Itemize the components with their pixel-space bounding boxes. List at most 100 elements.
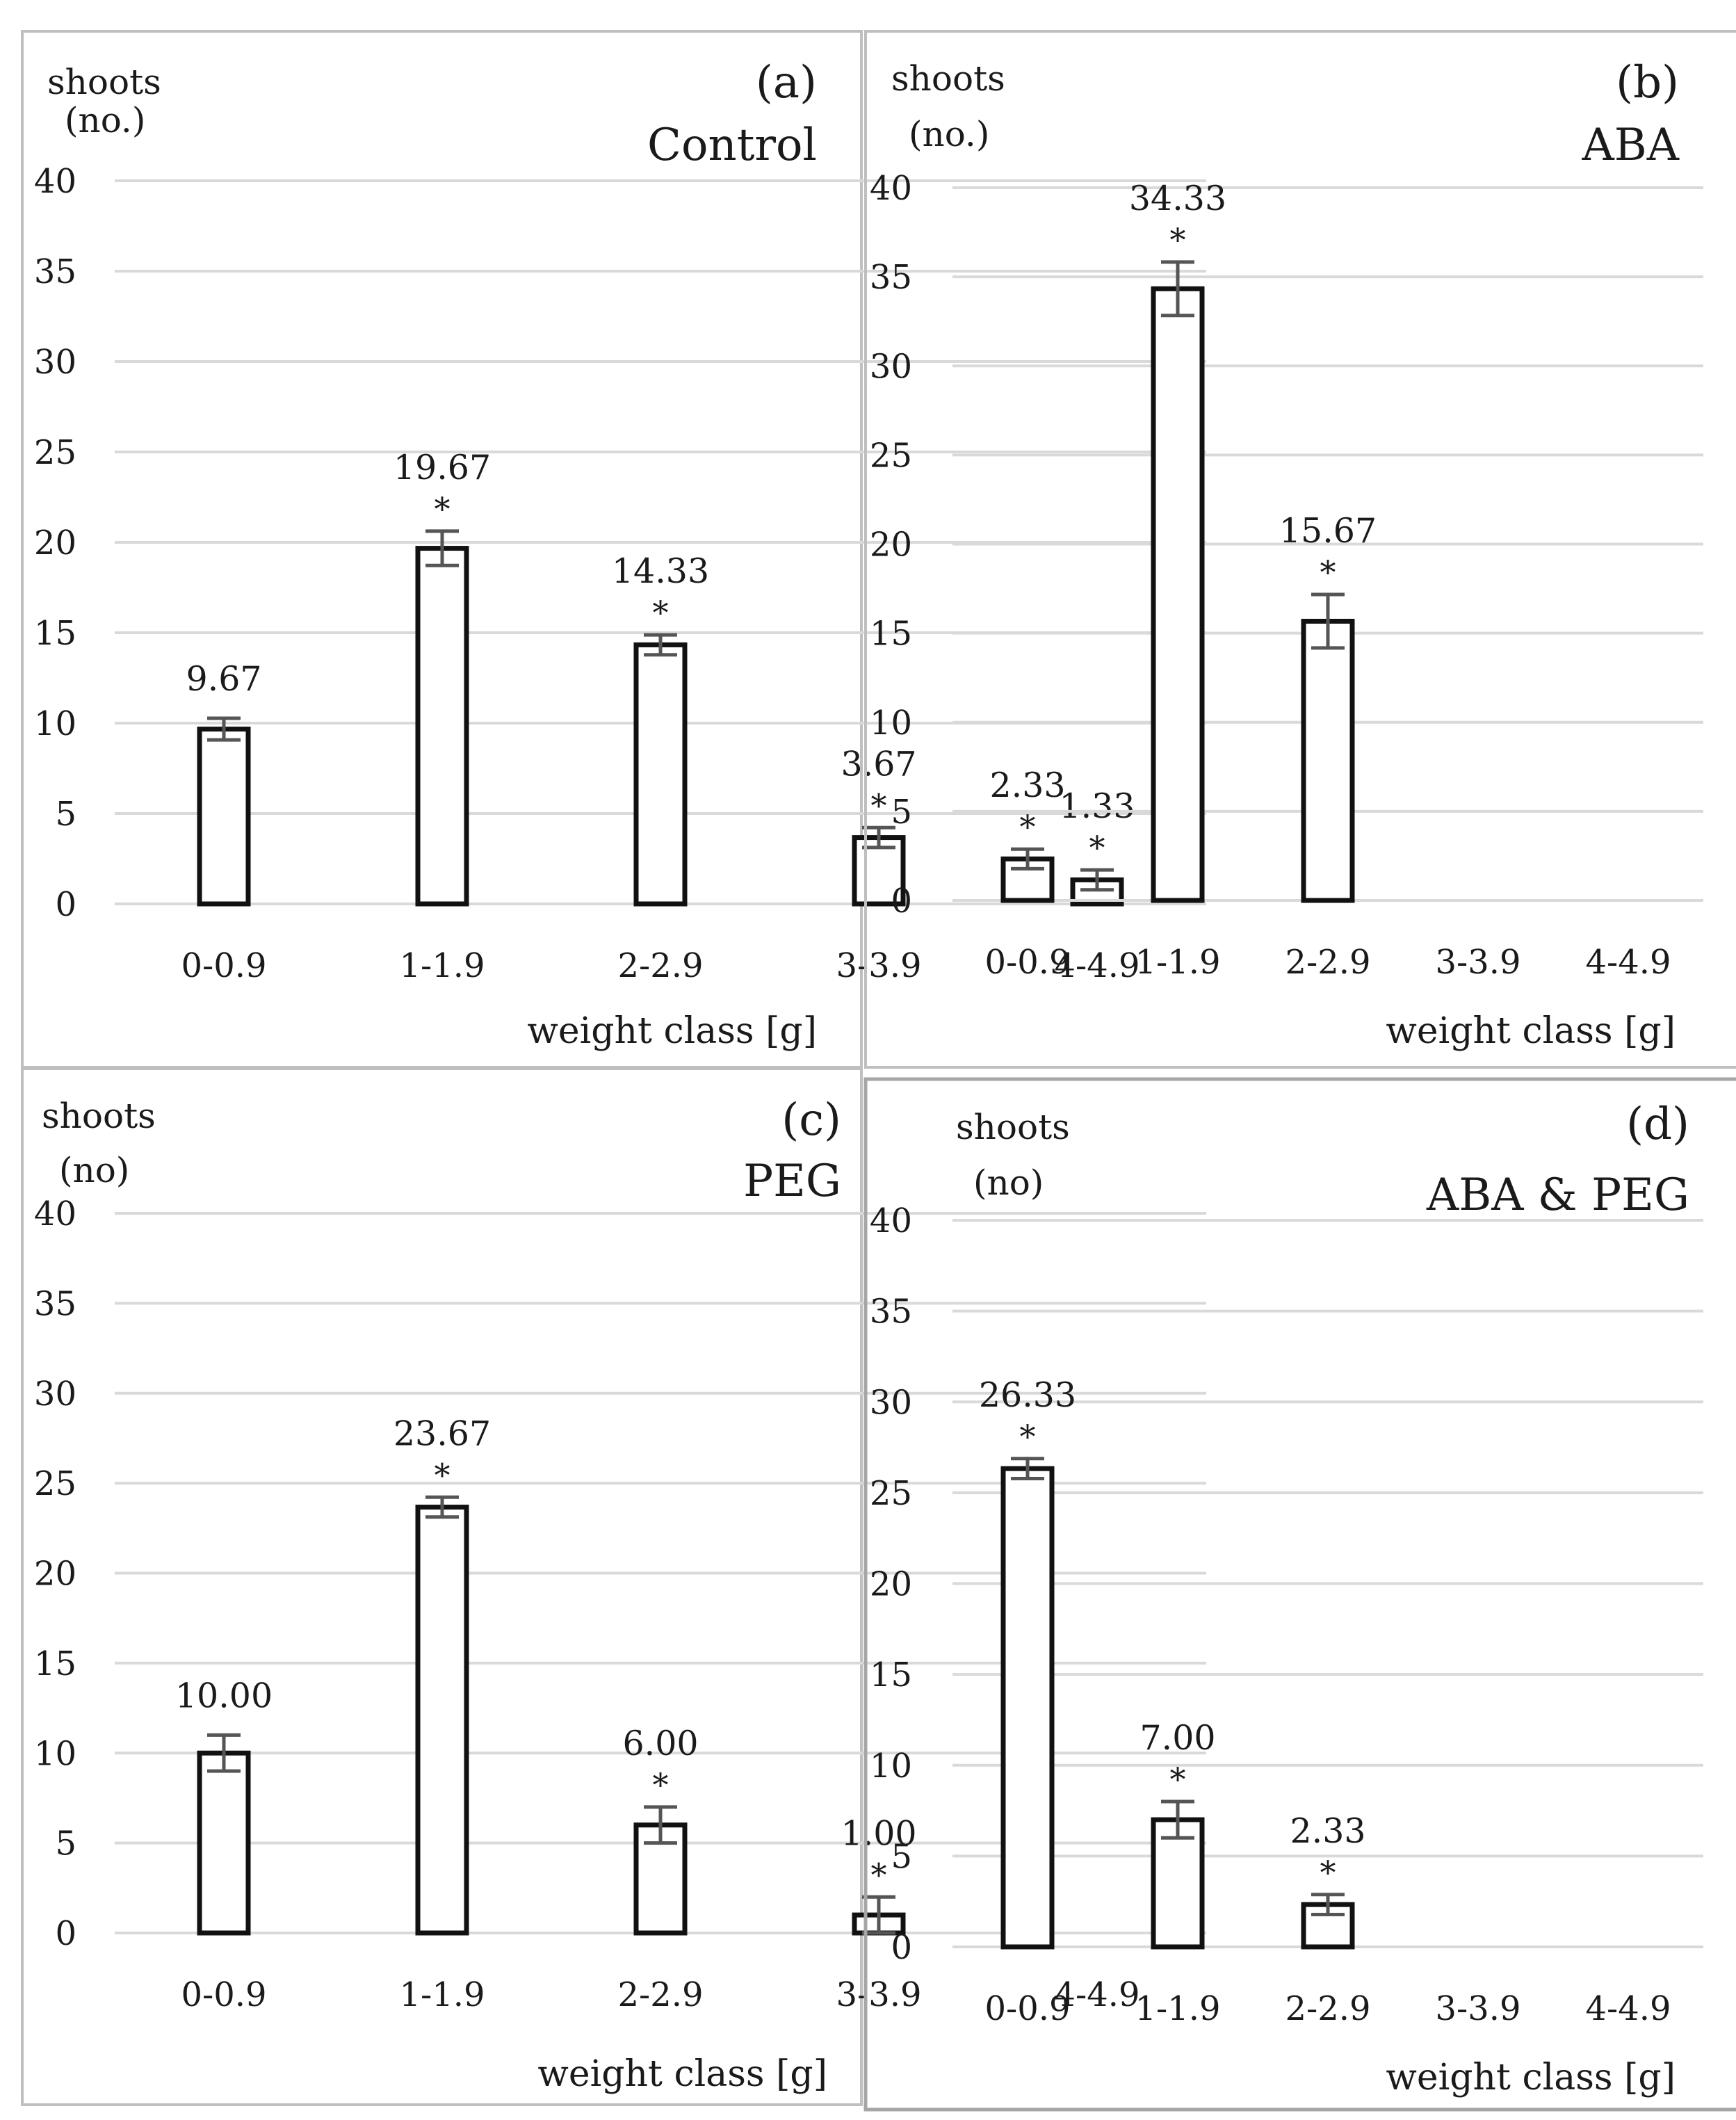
x-tick-label: 0-0.9 [984, 1989, 1070, 2028]
value-label: 23.67 [394, 1414, 491, 1453]
y-tick-label: 25 [34, 1464, 76, 1503]
value-label: 19.67 [394, 448, 491, 487]
y-axis-unit: (no.) [65, 100, 145, 140]
significance-marker: * [653, 594, 669, 631]
panel-letter: (a) [756, 57, 817, 108]
panel-title: ABA & PEG [1426, 1170, 1689, 1221]
value-label: 10.00 [175, 1676, 273, 1715]
y-axis-label: shoots [47, 62, 161, 102]
bar-1-1.9 [415, 546, 469, 907]
y-axis-label: shoots [42, 1096, 156, 1136]
y-tick-label: 40 [34, 1195, 76, 1233]
y-tick-label: 5 [891, 1837, 912, 1876]
y-tick-label: 5 [891, 793, 912, 832]
value-label: 14.33 [612, 551, 709, 591]
significance-marker: * [1320, 553, 1336, 591]
y-tick-label: 0 [891, 1928, 912, 1967]
y-tick-label: 15 [34, 614, 76, 653]
x-tick-label: 2-2.9 [1285, 1989, 1370, 2028]
x-tick-label: 3-3.9 [836, 1975, 921, 2014]
y-tick-label: 5 [55, 795, 76, 834]
bar-2-2.9 [1301, 618, 1355, 903]
x-axis-label: weight class [g] [527, 1010, 817, 1052]
bar-0-0.9 [197, 1750, 251, 1936]
value-label: 2.33 [1290, 1811, 1365, 1851]
y-tick-label: 20 [34, 1555, 76, 1594]
panel-letter: (c) [781, 1094, 841, 1146]
y-tick-label: 15 [870, 1656, 912, 1694]
y-tick-label: 40 [870, 169, 912, 208]
panel-letter: (b) [1616, 57, 1679, 108]
bar-1-1.9 [415, 1505, 469, 1936]
significance-marker: * [1020, 1418, 1036, 1455]
value-label: 7.00 [1139, 1718, 1215, 1758]
y-tick-label: 25 [870, 436, 912, 475]
value-label: 2.33 [989, 766, 1065, 805]
significance-marker: * [871, 786, 887, 824]
x-tick-label: 3-3.9 [836, 946, 921, 985]
y-axis-label: shoots [956, 1107, 1070, 1147]
x-tick-label: 4-4.9 [1585, 943, 1671, 982]
value-label: 15.67 [1279, 511, 1377, 551]
value-label: 26.33 [979, 1375, 1076, 1415]
bar-2-2.9 [633, 642, 688, 907]
y-axis-unit: (no) [973, 1163, 1044, 1203]
chart-panel-1: 0510152025303540shoots(no.)(a)Control9.6… [21, 30, 1206, 1069]
bar-0-0.9 [1000, 1466, 1055, 1950]
value-label: 9.67 [186, 659, 261, 699]
y-tick-label: 30 [34, 1375, 76, 1414]
y-tick-label: 0 [55, 1914, 76, 1953]
x-tick-label: 0-0.9 [984, 943, 1070, 982]
y-axis-unit: (no.) [909, 114, 989, 154]
x-tick-label: 3-3.9 [1435, 943, 1520, 982]
y-tick-label: 40 [34, 162, 76, 201]
y-tick-label: 15 [34, 1644, 76, 1683]
y-tick-label: 10 [870, 1747, 912, 1786]
x-tick-label: 1-1.9 [399, 1975, 485, 2014]
value-label: 34.33 [1129, 179, 1226, 218]
x-tick-label: 2-2.9 [1285, 943, 1370, 982]
y-tick-label: 30 [34, 343, 76, 382]
significance-marker: * [1089, 829, 1105, 866]
value-label: 1.00 [841, 1813, 916, 1853]
bar-1-1.9 [1151, 1817, 1205, 1950]
x-tick-label: 1-1.9 [399, 946, 485, 985]
value-label: 3.67 [841, 744, 916, 784]
chart-panel-2: 0510152025303540shoots(no.)(b)ABA*2.330-… [864, 30, 1736, 1069]
significance-marker: * [435, 1456, 451, 1494]
y-tick-label: 20 [870, 1565, 912, 1604]
y-tick-label: 10 [870, 704, 912, 743]
y-tick-label: 10 [34, 704, 76, 743]
significance-marker: * [871, 1856, 887, 1893]
x-tick-label: 2-2.9 [617, 946, 703, 985]
y-tick-label: 35 [870, 258, 912, 297]
panel-frame [863, 1077, 1736, 2112]
x-tick-label: 0-0.9 [181, 1975, 266, 2014]
y-tick-label: 5 [55, 1824, 76, 1863]
significance-marker: * [1170, 221, 1186, 259]
y-axis-unit: (no) [59, 1150, 129, 1190]
x-tick-label: 1-1.9 [1135, 943, 1220, 982]
panel-letter: (d) [1626, 1099, 1689, 1150]
y-tick-label: 10 [34, 1734, 76, 1773]
chart-panel-3: 0 5 10 15 20 25 30 35 40 shoots (no) (c) PEG 10.00 0-0… [21, 1067, 1206, 2106]
y-tick-label: 0 [891, 882, 912, 921]
y-tick-label: 30 [870, 1383, 912, 1422]
y-tick-label: 25 [870, 1474, 912, 1513]
panel-title: ABA [1582, 120, 1680, 171]
panel-frame [864, 30, 1736, 1069]
y-tick-label: 35 [34, 252, 76, 291]
panel-title: PEG [743, 1156, 841, 1207]
x-tick-label: 3-3.9 [1435, 1989, 1520, 2028]
bar-0-0.9 [197, 727, 251, 907]
panel-frame [21, 1067, 863, 2106]
value-label: 6.00 [622, 1724, 698, 1763]
x-axis-label: weight class [g] [1386, 1010, 1676, 1052]
y-tick-label: 30 [870, 347, 912, 386]
y-tick-label: 40 [870, 1201, 912, 1240]
significance-marker: * [435, 490, 451, 528]
y-tick-label: 35 [34, 1284, 76, 1323]
y-tick-label: 20 [870, 526, 912, 565]
y-tick-label: 20 [34, 524, 76, 563]
